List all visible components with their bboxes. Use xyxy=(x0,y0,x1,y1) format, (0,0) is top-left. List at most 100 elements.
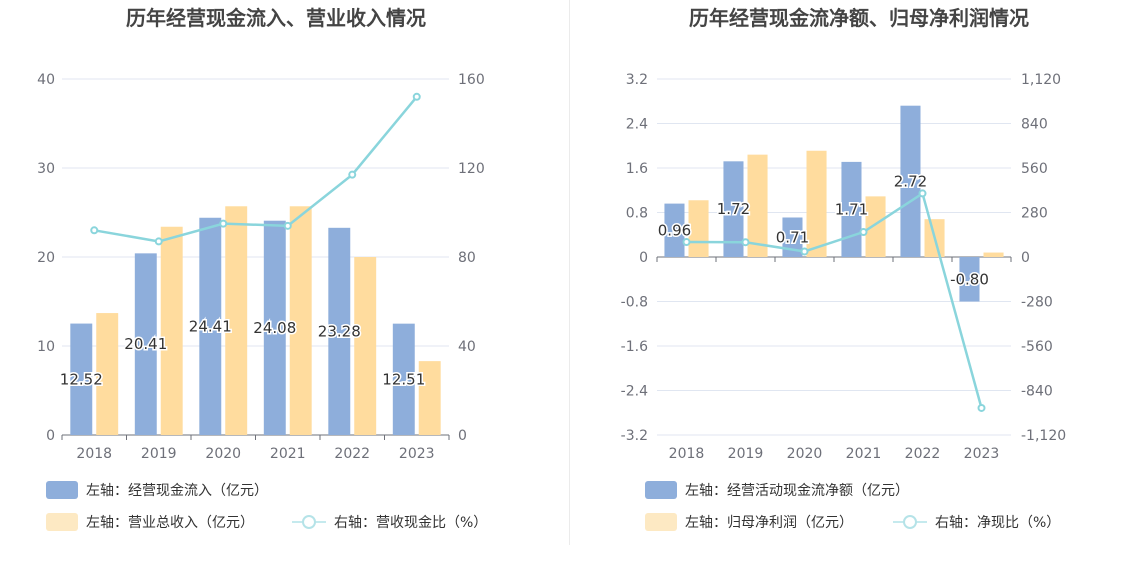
legend-label: 左轴：营业总收入（亿元） xyxy=(86,515,254,531)
chart-title: 历年经营现金流净额、归母净利润情况 xyxy=(689,6,1029,30)
bar-data-label: 0.96 xyxy=(658,221,691,239)
bar-secondary xyxy=(96,313,119,435)
bar-data-label: 1.72 xyxy=(717,200,750,218)
bar-secondary xyxy=(688,200,709,257)
chart-cashflow-revenue: 历年经营现金流入、营业收入情况 40 160 30 120 20 80 10 40 0 0 2018… xyxy=(37,6,487,531)
legend-label: 左轴：归母净利润（亿元） xyxy=(685,514,853,531)
x-axis-tick-label: 2023 xyxy=(399,446,435,462)
right-axis-tick-label: -840 xyxy=(1021,384,1053,400)
bar-secondary xyxy=(418,361,441,435)
x-axis-tick-label: 2022 xyxy=(905,446,941,462)
right-axis-tick-label: 160 xyxy=(458,72,485,88)
bar-data-label: 12.52 xyxy=(60,370,103,388)
legend-label: 左轴：经营活动现金流净额（亿元） xyxy=(685,483,909,499)
bar-secondary xyxy=(806,150,827,257)
bar-secondary xyxy=(354,257,377,435)
legend-swatch-bar xyxy=(645,481,677,499)
chart-title: 历年经营现金流入、营业收入情况 xyxy=(126,6,426,30)
bar-secondary xyxy=(289,206,312,435)
x-axis-tick-label: 2022 xyxy=(334,446,370,462)
line-series xyxy=(686,191,983,409)
bar-primary xyxy=(664,203,685,257)
x-axis-tick-label: 2020 xyxy=(787,446,823,462)
bar-secondary xyxy=(983,252,1004,257)
bar-secondary xyxy=(865,196,886,257)
right-axis-tick-label: -560 xyxy=(1021,339,1053,355)
right-axis-tick-label: 80 xyxy=(458,250,476,266)
right-axis-tick-label: 560 xyxy=(1021,161,1048,177)
bar-data-label: 0.71 xyxy=(776,228,809,246)
bar-data-label: 24.41 xyxy=(189,317,232,335)
right-axis-tick-label: -280 xyxy=(1021,295,1053,311)
line-point xyxy=(90,226,99,235)
x-axis-tick-label: 2023 xyxy=(964,446,1000,462)
legend-swatch-bar xyxy=(46,481,78,499)
bar-primary xyxy=(959,257,980,302)
bar-secondary xyxy=(225,206,248,435)
bar-data-label: 20.41 xyxy=(124,335,167,353)
legend-label: 左轴：经营现金流入（亿元） xyxy=(86,483,268,499)
legend-label: 右轴：净现比（%） xyxy=(935,515,1060,531)
x-axis-tick-label: 2019 xyxy=(728,446,764,462)
bar-primary xyxy=(328,227,351,435)
line-point xyxy=(800,247,809,256)
line-point xyxy=(977,403,986,412)
bar-primary xyxy=(70,323,93,435)
left-axis-tick-label: 30 xyxy=(37,161,55,177)
right-axis-tick-label: 40 xyxy=(458,339,476,355)
x-axis-tick-label: 2019 xyxy=(141,446,177,462)
line-point xyxy=(219,219,228,228)
x-axis-tick-label: 2018 xyxy=(669,446,705,462)
line-point xyxy=(283,221,292,230)
line-point xyxy=(918,189,927,198)
bar-primary xyxy=(263,220,286,435)
left-axis-tick-label: -3.2 xyxy=(621,428,648,444)
left-axis-tick-label: 10 xyxy=(37,339,55,355)
left-axis-tick-label: 2.4 xyxy=(626,117,648,133)
bar-data-label: -0.80 xyxy=(950,270,989,288)
bar-primary xyxy=(134,253,157,435)
panel-divider xyxy=(569,0,570,545)
left-axis-tick-label: -1.6 xyxy=(621,339,648,355)
bar-data-label: 1.71 xyxy=(835,200,868,218)
left-axis-tick-label: 3.2 xyxy=(626,72,648,88)
right-axis-tick-label: 120 xyxy=(458,161,485,177)
right-axis-tick-label: 1,120 xyxy=(1021,72,1061,88)
line-point xyxy=(154,237,163,246)
chart-netcash-profit: 历年经营现金流净额、归母净利润情况 3.2 1,120 2.4 840 1.6 560 0.… xyxy=(621,6,1066,531)
bar-primary xyxy=(392,323,415,435)
legend-swatch-marker xyxy=(903,515,917,529)
line-point xyxy=(348,170,357,179)
bar-data-label: 23.28 xyxy=(318,322,361,340)
line-series xyxy=(94,96,418,243)
right-axis-tick-label: -1,120 xyxy=(1021,428,1066,444)
bar-secondary xyxy=(160,226,183,435)
left-axis-tick-label: 40 xyxy=(37,72,55,88)
right-axis-tick-label: 840 xyxy=(1021,117,1048,133)
x-axis-tick-label: 2021 xyxy=(846,446,882,462)
bar-data-label: 24.08 xyxy=(253,319,296,337)
x-axis-tick-label: 2020 xyxy=(205,446,241,462)
left-axis-tick-label: -2.4 xyxy=(621,384,648,400)
line-point xyxy=(741,238,750,247)
left-axis-tick-label: 1.6 xyxy=(626,161,648,177)
line-point xyxy=(682,238,691,247)
legend-swatch-bar xyxy=(46,513,78,531)
bar-data-label: 2.72 xyxy=(894,172,927,190)
right-axis-tick-label: 0 xyxy=(458,428,467,444)
bar-primary xyxy=(900,105,921,257)
bar-data-label: 12.51 xyxy=(382,370,425,388)
left-axis-tick-label: 0.8 xyxy=(626,206,648,222)
legend-swatch-bar xyxy=(645,513,677,531)
bar-secondary xyxy=(747,154,768,257)
right-axis-tick-label: 0 xyxy=(1021,250,1030,266)
bar-primary xyxy=(199,217,222,435)
left-axis-tick-label: 0 xyxy=(639,250,648,266)
x-axis-tick-label: 2018 xyxy=(76,446,112,462)
left-axis-tick-label: -0.8 xyxy=(621,295,648,311)
x-axis-tick-label: 2021 xyxy=(270,446,306,462)
left-axis-tick-label: 0 xyxy=(46,428,55,444)
bar-primary xyxy=(723,161,744,257)
bar-primary xyxy=(782,217,803,257)
